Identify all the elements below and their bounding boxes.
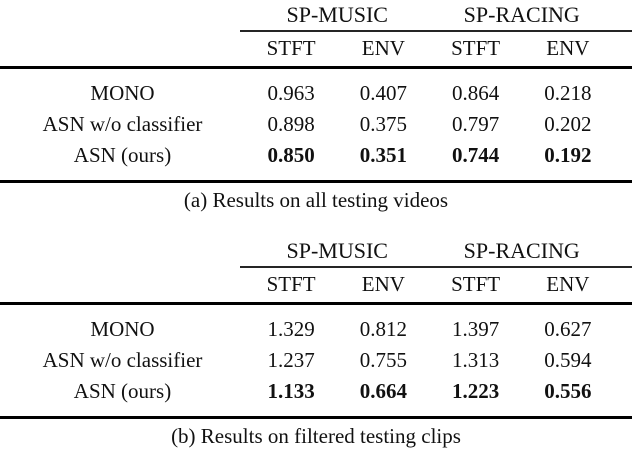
table-row-asn-wo-classifier: ASN w/o classifier 0.898 0.375 0.797 0.2… [0,109,614,140]
table-top-rule [0,66,632,69]
value-cell: 0.556 [544,379,592,403]
table-bottom-rule [0,180,632,183]
value-cell: 0.812 [359,317,407,341]
table-row-asn-wo-classifier: ASN w/o classifier 1.237 0.755 1.313 0.5… [0,345,614,376]
value-cell: 1.397 [452,317,500,341]
group-header-underline [240,266,632,268]
value-cell: 0.898 [267,112,315,136]
value-cell: 1.133 [267,379,315,403]
group-header-underline [240,30,632,32]
value-cell: 0.375 [359,112,407,136]
value-cell: 0.963 [267,81,315,105]
group-header-sp-racing: SP-RACING [463,2,580,27]
row-label: ASN w/o classifier [42,348,203,372]
subheader-row: STFT ENV STFT ENV [245,34,614,62]
value-cell: 0.664 [359,379,407,403]
subheader-stft: STFT [266,36,316,60]
subheader-row: STFT ENV STFT ENV [245,270,614,298]
table-top-rule [0,302,632,305]
results-table-b: SP-MUSIC SP-RACING STFT ENV STFT ENV MON… [0,236,632,452]
subheader-env: ENV [361,272,405,296]
table-row-mono: MONO 1.329 0.812 1.397 0.627 [0,314,614,345]
group-header-sp-racing: SP-RACING [463,238,580,263]
subheader-stft: STFT [266,272,316,296]
value-cell: 1.313 [452,348,500,372]
row-label: MONO [90,81,155,105]
value-cell: 0.202 [544,112,592,136]
subheader-env: ENV [361,36,405,60]
value-cell: 0.864 [452,81,500,105]
row-label: MONO [90,317,155,341]
group-header-sp-music: SP-MUSIC [286,2,388,27]
value-cell: 0.594 [544,348,592,372]
table-caption-a: (a) Results on all testing videos [183,188,449,212]
subheader-env: ENV [546,36,590,60]
value-cell: 0.755 [359,348,407,372]
value-cell: 0.850 [267,143,315,167]
group-header-row: SP-MUSIC SP-RACING [245,237,614,265]
value-cell: 1.223 [452,379,500,403]
table-body: MONO 1.329 0.812 1.397 0.627 ASN w/o cla… [0,305,614,407]
group-header-row: SP-MUSIC SP-RACING [245,1,614,29]
table-row-mono: MONO 0.963 0.407 0.864 0.218 [0,78,614,109]
table-row-asn-ours: ASN (ours) 1.133 0.664 1.223 0.556 [0,376,614,407]
subheader-stft: STFT [451,36,501,60]
value-cell: 0.744 [452,143,500,167]
value-cell: 0.407 [359,81,407,105]
value-cell: 0.192 [544,143,592,167]
row-label: ASN (ours) [73,143,172,167]
subheader-stft: STFT [451,272,501,296]
row-label: ASN w/o classifier [42,112,203,136]
value-cell: 1.237 [267,348,315,372]
group-header-sp-music: SP-MUSIC [286,238,388,263]
value-cell: 1.329 [267,317,315,341]
table-bottom-rule [0,416,632,419]
table-body: MONO 0.963 0.407 0.864 0.218 ASN w/o cla… [0,69,614,171]
row-label: ASN (ours) [73,379,172,403]
table-row-asn-ours: ASN (ours) 0.850 0.351 0.744 0.192 [0,140,614,171]
subheader-env: ENV [546,272,590,296]
value-cell: 0.351 [359,143,407,167]
table-caption-b: (b) Results on filtered testing clips [171,424,461,448]
value-cell: 0.797 [452,112,500,136]
results-table-a: SP-MUSIC SP-RACING STFT ENV STFT ENV MON… [0,0,632,216]
value-cell: 0.627 [544,317,592,341]
value-cell: 0.218 [544,81,592,105]
